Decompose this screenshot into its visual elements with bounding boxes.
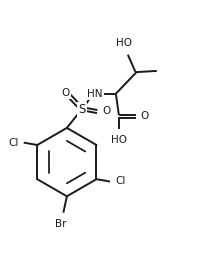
Text: O: O — [62, 88, 70, 98]
Text: Cl: Cl — [115, 176, 125, 186]
Text: Br: Br — [55, 219, 66, 229]
Text: HO: HO — [116, 38, 132, 48]
Text: S: S — [78, 103, 85, 116]
Text: HN: HN — [87, 89, 103, 99]
Text: HO: HO — [111, 135, 127, 145]
Text: O: O — [102, 106, 111, 116]
Text: Cl: Cl — [8, 138, 19, 148]
Text: O: O — [141, 111, 149, 121]
